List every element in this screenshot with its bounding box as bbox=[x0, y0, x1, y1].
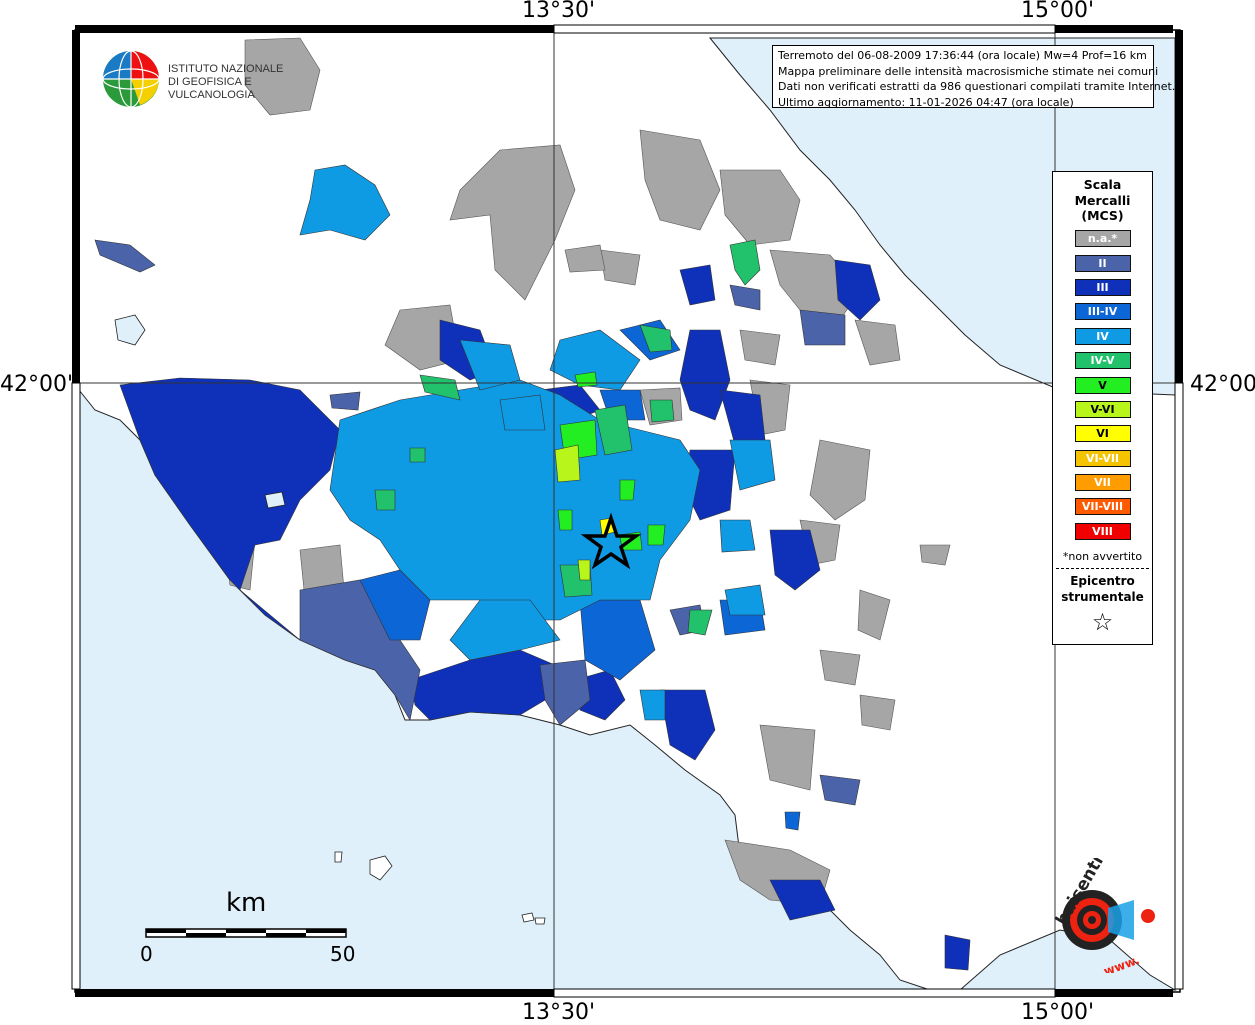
legend-swatch: V-VI bbox=[1074, 400, 1131, 418]
tick-top-left: 13°30' bbox=[522, 0, 596, 23]
legend-epi-line-2: strumentale bbox=[1061, 589, 1144, 604]
legend-row: IV-V bbox=[1053, 348, 1152, 372]
tick-right-lat: 42°00' bbox=[1190, 372, 1255, 397]
legend-row: VII-VIII bbox=[1053, 495, 1152, 519]
legend-swatch: n.a.* bbox=[1074, 230, 1131, 248]
legend-swatch: VII bbox=[1074, 474, 1131, 492]
legend-row: V-VI bbox=[1053, 397, 1152, 421]
info-line-1: Terremoto del 06-08-2009 17:36:44 (ora l… bbox=[778, 49, 1147, 62]
legend-swatch: VII-VIII bbox=[1074, 498, 1131, 516]
ingv-line-2: DI GEOFISICA E VULCANOLOGIA bbox=[168, 76, 255, 101]
legend-row: V bbox=[1053, 373, 1152, 397]
legend-epi-line-1: Epicentro bbox=[1070, 573, 1135, 588]
info-line-3: Dati non verificati estratti da 986 ques… bbox=[778, 80, 1176, 93]
legend-title-line-3: (MCS) bbox=[1081, 208, 1124, 223]
legend-row: n.a.* bbox=[1053, 227, 1152, 251]
tick-top-right: 15°00' bbox=[1021, 0, 1095, 23]
legend-swatch: VI bbox=[1074, 425, 1131, 443]
legend-row: III bbox=[1053, 275, 1152, 299]
ingv-line-1: ISTITUTO NAZIONALE bbox=[168, 63, 284, 75]
legend-title-line-1: Scala bbox=[1083, 177, 1122, 192]
legend-row: IV bbox=[1053, 324, 1152, 348]
epicenter-star bbox=[580, 512, 642, 570]
legend-row: III-IV bbox=[1053, 300, 1152, 324]
legend-row: VI-VII bbox=[1053, 446, 1152, 470]
tick-bottom-right: 15°00' bbox=[1021, 1000, 1095, 1025]
legend-swatch: IV bbox=[1074, 327, 1131, 345]
legend-swatch: V bbox=[1074, 376, 1131, 394]
legend-swatch: IV-V bbox=[1074, 352, 1131, 370]
legend-swatch: VIII bbox=[1074, 522, 1131, 540]
legend-swatch: III-IV bbox=[1074, 303, 1131, 321]
scale-unit: km bbox=[226, 888, 267, 918]
globe-icon bbox=[102, 50, 160, 108]
scale-bar: km 0 50 bbox=[140, 888, 356, 970]
ingv-logo: ISTITUTO NAZIONALE DI GEOFISICA E VULCAN… bbox=[100, 48, 310, 108]
haisentito-logo: haisentitoilterremoto.it www. bbox=[1030, 723, 1182, 978]
legend-separator bbox=[1056, 567, 1149, 569]
star-icon: ☆ bbox=[1091, 607, 1114, 636]
legend-row: VIII bbox=[1053, 519, 1152, 543]
legend-note: *non avvertito bbox=[1062, 549, 1143, 563]
tick-bottom-left: 13°30' bbox=[522, 1000, 596, 1025]
legend-title-line-2: Mercalli bbox=[1074, 192, 1131, 208]
legend-swatch: VI-VII bbox=[1074, 449, 1131, 467]
info-box: Terremoto del 06-08-2009 17:36:44 (ora l… bbox=[772, 45, 1176, 109]
scale-bar-graphic bbox=[145, 928, 347, 938]
legend-row: VII bbox=[1053, 470, 1152, 494]
legend-epicenter-label: Epicentro strumentale bbox=[1053, 573, 1152, 605]
scale-end: 50 bbox=[330, 942, 356, 966]
mcs-legend: Scala Mercalli (MCS) n.a.* II III III-IV IV I… bbox=[1052, 171, 1153, 645]
haisentito-prefix: www. bbox=[1102, 953, 1142, 973]
haisentito-target-icon: haisentitoilterremoto.it www. bbox=[1052, 723, 1182, 978]
info-line-2: Mappa preliminare delle intensità macros… bbox=[778, 64, 1159, 78]
legend-row: II bbox=[1053, 251, 1152, 275]
info-line-4: Ultimo aggiornamento: 11-01-2026 04:47 (… bbox=[778, 95, 1074, 109]
legend-row: VI bbox=[1053, 422, 1152, 446]
legend-title: Scala Mercalli (MCS) bbox=[1053, 177, 1152, 224]
scale-start: 0 bbox=[140, 942, 153, 966]
legend-swatch: III bbox=[1074, 278, 1131, 296]
legend-swatch: II bbox=[1074, 254, 1131, 272]
tick-left-lat: 42°00' bbox=[0, 372, 74, 397]
legend-items: n.a.* II III III-IV IV IV-V V V-VI VI VI-VII VII VI… bbox=[1053, 227, 1152, 544]
